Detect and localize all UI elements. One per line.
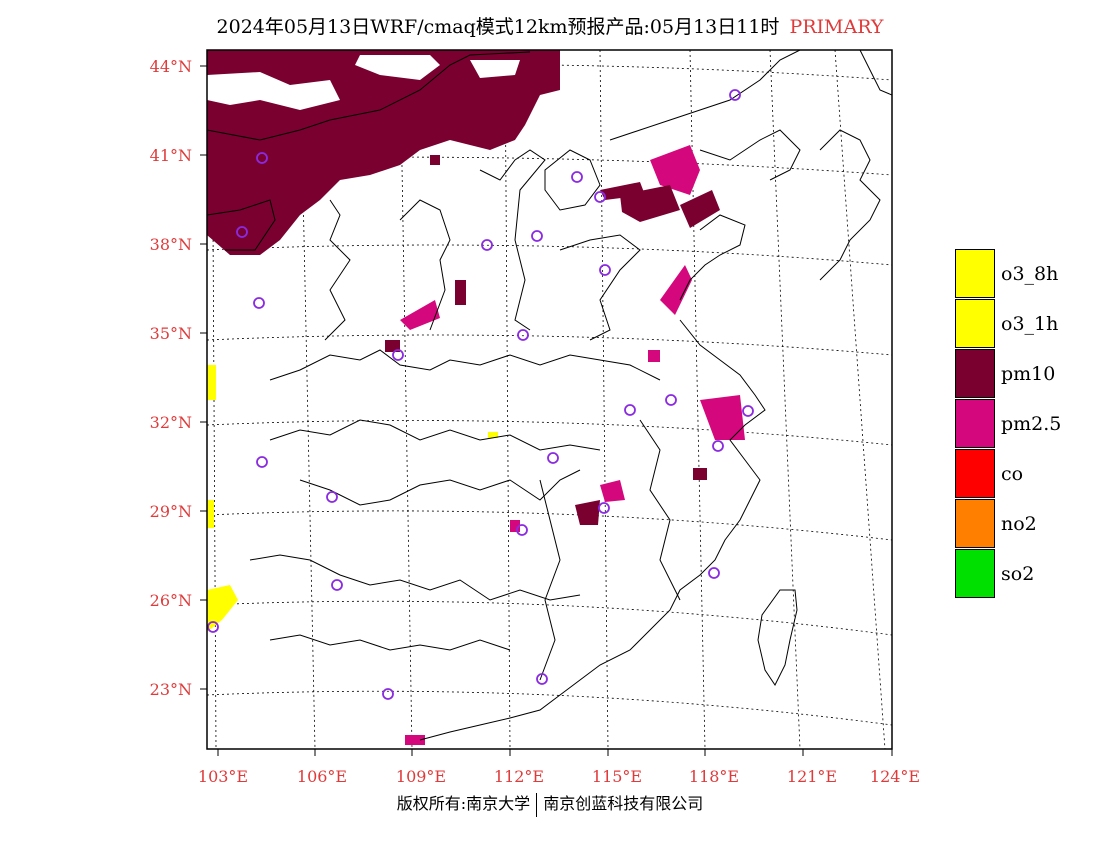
lon-label: 121°E (787, 767, 837, 786)
site-markers (207, 89, 754, 700)
lon-label: 112°E (494, 767, 544, 786)
legend-swatch (955, 449, 995, 498)
legend-label: pm10 (1001, 363, 1056, 385)
map-frame (206, 49, 893, 750)
copyright-owner: 版权所有:南京大学 (396, 794, 531, 813)
lon-label: 106°E (297, 767, 347, 786)
lon-label: 103°E (198, 767, 248, 786)
legend-swatch (955, 249, 995, 298)
legend-label: so2 (1001, 563, 1035, 585)
legend-label: no2 (1001, 513, 1037, 535)
title-primary: PRIMARY (789, 16, 884, 38)
lat-label: 26°N (150, 591, 192, 610)
lon-label: 109°E (396, 767, 446, 786)
lat-label: 38°N (150, 235, 192, 254)
map-title: 2024年05月13日WRF/cmaq模式12km预报产品:05月13日11时 P… (0, 12, 1100, 39)
legend-swatch (955, 399, 995, 448)
title-main: 2024年05月13日WRF/cmaq模式12km预报产品:05月13日11时 (216, 16, 780, 38)
map-content (207, 50, 892, 749)
legend-swatch (955, 549, 995, 598)
lon-label: 118°E (689, 767, 739, 786)
lat-label: 23°N (150, 680, 192, 699)
lat-label: 41°N (150, 146, 192, 165)
lon-label: 124°E (870, 767, 920, 786)
legend-swatch (955, 499, 995, 548)
legend-swatch (955, 299, 995, 348)
o3-patches (207, 365, 498, 632)
boundaries (207, 50, 892, 741)
legend-label: o3_1h (1001, 313, 1059, 335)
lon-label: 115°E (592, 767, 642, 786)
copyright-company: 南京创蓝科技有限公司 (543, 794, 704, 813)
latitude-labels: 44°N 41°N 38°N 35°N 32°N 29°N 26°N 23°N (150, 57, 192, 699)
copyright: 版权所有:南京大学 南京创蓝科技有限公司 (0, 790, 1100, 817)
lat-label: 35°N (150, 324, 192, 343)
legend-label: co (1001, 463, 1024, 485)
legend-swatch (955, 349, 995, 398)
pollution-patches (385, 145, 745, 745)
lat-label: 44°N (150, 57, 192, 76)
longitude-labels: 103°E 106°E 109°E 112°E 115°E 118°E 121°… (198, 767, 920, 786)
legend-label: pm2.5 (1001, 413, 1062, 435)
lat-label: 29°N (150, 502, 192, 521)
copyright-separator (536, 792, 538, 817)
lat-label: 32°N (150, 413, 192, 432)
axis-ticks (200, 65, 893, 756)
legend-label: o3_8h (1001, 263, 1059, 285)
